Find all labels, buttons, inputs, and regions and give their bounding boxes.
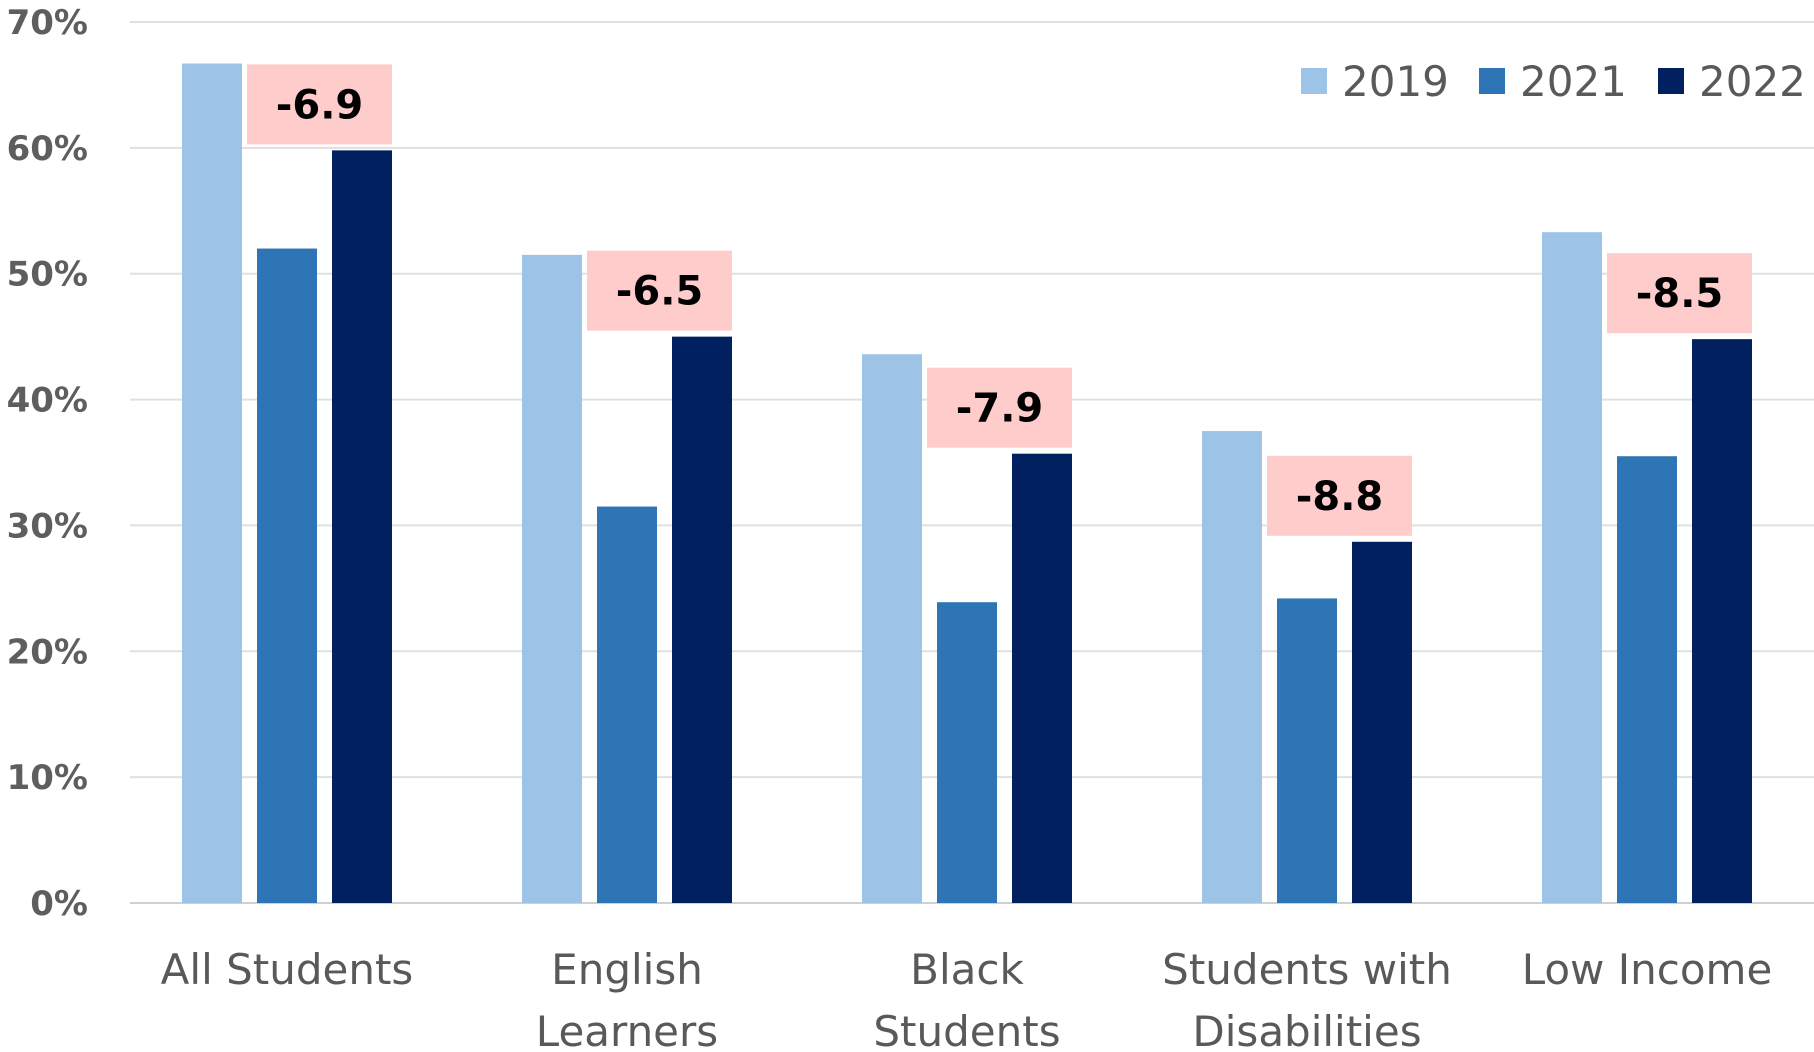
legend-label: 2021	[1520, 57, 1627, 106]
bar-2021	[597, 506, 657, 903]
bar-2019	[1542, 232, 1602, 904]
change-annotation-box	[247, 64, 392, 145]
y-tick-label: 50%	[7, 255, 88, 295]
y-tick-label: 20%	[7, 632, 88, 672]
change-annotation-label: -8.8	[1296, 474, 1383, 520]
x-tick-label: All Students	[161, 945, 414, 994]
bars	[182, 63, 1752, 904]
bar-2021	[257, 248, 317, 904]
y-tick-label: 30%	[7, 506, 88, 546]
bar-2019	[182, 63, 242, 904]
bar-2019	[1202, 431, 1262, 903]
bar-2019	[862, 354, 922, 904]
legend-label: 2022	[1699, 57, 1806, 106]
change-annotation-label: -8.5	[1636, 271, 1723, 317]
y-tick-label: 10%	[7, 758, 88, 798]
legend-label: 2019	[1342, 57, 1449, 106]
change-annotations: -6.9 -6.5 -7.9 -8.8 -8.5	[247, 64, 1752, 536]
legend-swatch-2019	[1301, 68, 1327, 94]
bar-2019	[522, 254, 582, 904]
bar-2021	[1277, 598, 1337, 903]
change-annotation-label: -6.9	[276, 82, 363, 128]
bar-2022	[672, 336, 732, 904]
change-annotation-box	[927, 367, 1072, 448]
legend: 2019 2021 2022	[1301, 57, 1806, 106]
x-tick-label: Low Income	[1522, 945, 1773, 994]
y-axis: 0% 10% 20% 30% 40% 50% 60% 70%	[7, 3, 88, 924]
bar-2022	[1692, 339, 1752, 903]
bar-2022	[1352, 541, 1412, 903]
x-tick-label: Disabilities	[1192, 1007, 1421, 1052]
change-annotation-box	[1267, 455, 1412, 536]
change-annotation-label: -6.5	[616, 269, 703, 315]
x-tick-label: Black	[910, 945, 1024, 994]
y-tick-label: 60%	[7, 129, 88, 169]
bar-2022	[332, 150, 392, 904]
y-tick-label: 40%	[7, 381, 88, 421]
legend-swatch-2021	[1479, 68, 1505, 94]
change-annotation-box	[1607, 253, 1752, 334]
bar-2021	[937, 602, 997, 903]
y-tick-label: 70%	[7, 3, 88, 43]
bar-2022	[1012, 453, 1072, 903]
y-tick-label: 0%	[30, 884, 88, 924]
change-annotation-box	[587, 250, 732, 331]
x-axis: All Students English Learners Black Students…	[161, 945, 1773, 1052]
change-annotation-label: -7.9	[956, 386, 1043, 432]
legend-swatch-2022	[1658, 68, 1684, 94]
x-tick-label: English	[551, 945, 703, 994]
bar-2021	[1617, 456, 1677, 903]
x-tick-label: Learners	[536, 1007, 718, 1052]
x-tick-label: Students with	[1162, 945, 1452, 994]
x-tick-label: Students	[873, 1007, 1060, 1052]
